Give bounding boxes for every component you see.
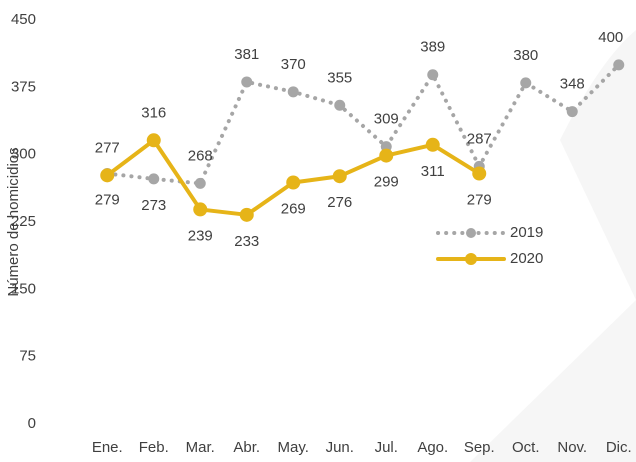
data-label: 309 — [374, 111, 399, 128]
data-point — [520, 77, 532, 89]
data-point — [146, 133, 161, 148]
data-label: 389 — [420, 39, 445, 56]
legend-marker — [466, 228, 476, 238]
x-tick-label: Sep. — [464, 439, 495, 456]
data-label: 400 — [598, 29, 623, 46]
data-label: 269 — [281, 200, 306, 217]
legend-label: 2019 — [510, 224, 543, 241]
data-point — [379, 148, 394, 163]
data-point — [472, 166, 487, 181]
x-tick-label: Ago. — [417, 439, 448, 456]
data-label: 279 — [95, 191, 120, 208]
data-point — [286, 175, 301, 190]
data-label: 355 — [327, 69, 352, 86]
data-label: 239 — [188, 227, 213, 244]
data-point — [100, 168, 115, 183]
x-tick-label: Jun. — [326, 439, 354, 456]
y-tick-label: 225 — [11, 213, 36, 230]
data-point — [566, 106, 578, 118]
data-point — [613, 59, 625, 71]
data-label: 276 — [327, 194, 352, 211]
data-point — [332, 169, 347, 184]
x-tick-label: Jul. — [375, 439, 398, 456]
data-label: 370 — [281, 56, 306, 73]
y-tick-label: 450 — [11, 11, 36, 28]
data-point — [334, 99, 346, 111]
data-label: 268 — [188, 147, 213, 164]
background-shape — [470, 30, 636, 462]
legend-label: 2020 — [510, 250, 543, 267]
series-line — [105, 62, 621, 186]
y-tick-label: 375 — [11, 78, 36, 95]
x-tick-label: Mar. — [186, 439, 215, 456]
data-label: 299 — [374, 174, 399, 191]
data-label: 380 — [513, 47, 538, 64]
y-tick-label: 0 — [28, 415, 36, 432]
data-label: 348 — [560, 76, 585, 93]
x-tick-label: May. — [278, 439, 309, 456]
y-tick-label: 300 — [11, 146, 36, 163]
data-label: 233 — [234, 233, 259, 250]
data-point — [148, 173, 160, 185]
data-label: 277 — [95, 139, 120, 156]
data-label: 311 — [421, 163, 445, 180]
data-point — [287, 86, 299, 98]
y-axis-label: Número de homicidios — [5, 147, 22, 296]
x-tick-label: Feb. — [139, 439, 169, 456]
x-tick-label: Abr. — [233, 439, 260, 456]
x-tick-label: Nov. — [557, 439, 587, 456]
data-point — [239, 207, 254, 222]
x-tick-label: Dic. — [606, 439, 632, 456]
data-point — [425, 137, 440, 152]
legend-marker — [465, 253, 477, 265]
data-label: 287 — [467, 130, 492, 147]
data-label: 316 — [141, 104, 166, 121]
data-label: 273 — [141, 197, 166, 214]
y-tick-label: 75 — [19, 348, 36, 365]
data-point — [427, 69, 439, 81]
x-tick-label: Oct. — [512, 439, 540, 456]
data-point — [194, 177, 206, 189]
data-point — [193, 202, 208, 217]
data-label: 381 — [234, 46, 259, 63]
y-tick-label: 150 — [11, 280, 36, 297]
data-point — [241, 76, 253, 88]
x-tick-label: Ene. — [92, 439, 123, 456]
data-label: 279 — [467, 191, 492, 208]
